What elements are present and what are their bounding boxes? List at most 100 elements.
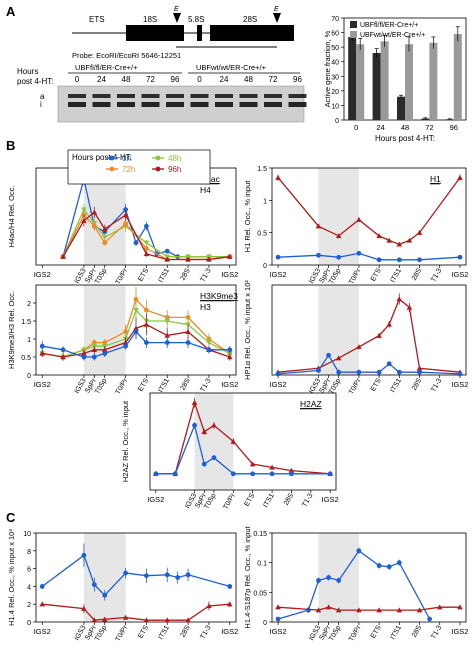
series-point: [211, 455, 217, 461]
chart-shade: [83, 533, 126, 622]
series-point: [269, 464, 275, 470]
chart-xtick-label: IGS2: [147, 495, 164, 504]
series-point: [288, 467, 295, 473]
bar-1: [453, 34, 462, 120]
panel-label-c: C: [6, 510, 16, 525]
chart-xtick-label: ETS: [370, 267, 383, 283]
chart-xtick-label: T0/Pr: [115, 624, 130, 643]
series-point: [326, 575, 331, 580]
series-point: [123, 221, 128, 226]
chart-xtick-label: IGS2: [270, 627, 287, 636]
series-point: [143, 251, 150, 257]
blot-band-i: [166, 102, 184, 107]
chart-xtick-label: T0/Pr: [348, 377, 363, 396]
bar-1: [429, 42, 438, 121]
legend-label: 48h: [168, 154, 181, 163]
chart-xtick-label: 28S: [180, 267, 192, 282]
blot-band-a: [215, 94, 233, 98]
legend-label: 0h: [122, 154, 131, 163]
blot-hour-label: 24: [97, 75, 106, 84]
blot-band-i: [215, 102, 233, 107]
bar-xtick-label: 96: [450, 123, 458, 132]
series-point: [269, 471, 275, 477]
bar-0: [372, 52, 381, 120]
series-point: [226, 253, 233, 259]
chart-ytick-label: 0.5: [21, 355, 31, 362]
chart-frame: [35, 284, 237, 376]
series-point: [164, 572, 170, 578]
chart-xtick-label: 28S: [180, 377, 192, 392]
ecori-site-arrow-2: [273, 13, 281, 23]
series-point: [315, 223, 322, 229]
chart-xtick-label: IGS2: [221, 627, 238, 636]
series-point: [60, 347, 66, 353]
bar-ytick-label: 30: [331, 74, 339, 81]
bar-1: [405, 44, 413, 120]
chart-xtick-label: T0/Pr: [115, 267, 130, 286]
blot-hour-label: 24: [220, 75, 229, 84]
chart-xtick-label: IGS2: [221, 270, 238, 279]
chart-xtick-label: T0/Pr: [222, 492, 237, 511]
chart-inset-label-2: H3: [200, 302, 211, 312]
series-point: [396, 257, 402, 263]
series-point: [396, 369, 402, 375]
chart-ytick-label: 0.05: [253, 590, 267, 597]
series-point: [185, 617, 191, 623]
chart-xtick-label: ETS: [244, 492, 257, 508]
bar-ytick-label: 20: [331, 89, 339, 96]
bar-xtick-label: 0: [354, 123, 358, 132]
series-point: [191, 399, 198, 405]
series-point: [316, 252, 321, 258]
series-line: [277, 549, 431, 620]
bar-ytick-label: 50: [331, 45, 339, 52]
chart-xtick-label: T1-3: [199, 267, 212, 283]
series-point: [376, 563, 382, 569]
blot-band-a: [117, 94, 135, 98]
bar-xlabel: Hours post 4-HT:: [375, 134, 435, 143]
blot-band-i: [190, 102, 209, 107]
series-line: [278, 606, 460, 611]
blot-hours-label-1: Hours: [17, 67, 38, 76]
series-point: [417, 257, 422, 263]
band-label-a: a: [40, 92, 45, 101]
legend-marker: [109, 166, 115, 172]
series-point: [336, 578, 342, 583]
series-point: [406, 237, 413, 243]
legend-label: 96h: [168, 165, 181, 174]
blot-hour-label: 72: [269, 75, 278, 84]
chart-ytick-label: 1: [27, 337, 31, 344]
blot-band-i: [141, 102, 160, 107]
series-point: [81, 354, 87, 360]
series-point: [101, 347, 108, 352]
series-point: [144, 573, 149, 579]
chart-xtick-label: T1-3: [301, 492, 314, 508]
series-point: [143, 321, 150, 327]
series-point: [101, 616, 108, 622]
chart-xtick-label: IGS2: [34, 380, 51, 389]
series-point: [436, 604, 443, 610]
series-point: [143, 617, 150, 623]
blot-hours-row: 0 24 48 72 96 0 24 48 72 96: [75, 75, 303, 84]
ecori-site-label-2: E: [274, 6, 279, 13]
series-point: [416, 365, 423, 371]
blot-band-a: [68, 94, 86, 98]
chart-ytick-label: 0.5: [257, 231, 267, 238]
series-point: [123, 343, 128, 349]
blot-hour-label: 96: [293, 75, 302, 84]
chart-xtick-label: IGS2: [221, 380, 238, 389]
blot-band-i: [288, 102, 307, 107]
chart-xtick-label: T0/Pr: [348, 267, 363, 286]
series-point: [144, 340, 149, 345]
series-line: [42, 603, 230, 621]
series-point: [206, 256, 212, 262]
series-point: [457, 604, 463, 610]
legend-label: 72h: [122, 165, 135, 174]
chart-frame: [271, 532, 467, 623]
chart-xtick-label: IGS2: [34, 627, 51, 636]
series-point: [396, 296, 403, 302]
chart-ytick-label: 6: [27, 567, 31, 574]
chart-ylabel: HP1α Rel. Occ., % input x 10²: [243, 280, 252, 380]
chart-xtick-label: T1-3: [430, 624, 443, 640]
